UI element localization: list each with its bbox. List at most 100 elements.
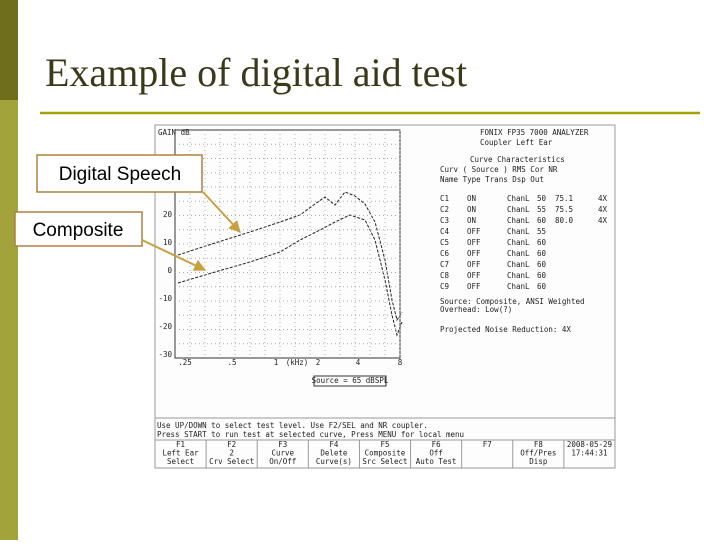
curve-cell: 55	[537, 205, 546, 214]
curve-cell: 50	[537, 194, 547, 203]
analyzer-screen: GAIN dB 20 10 0 -10 -20 -30 .25 .5 1 (kHz) 2 4 8 Sourc…	[154, 124, 616, 469]
x-tick-label: .25	[178, 358, 192, 367]
callout-arrow	[141, 239, 207, 271]
function-key-label: Left Ear	[162, 449, 199, 458]
function-key-label: F4	[329, 440, 339, 449]
slide-title: Example of digital aid test	[45, 50, 467, 95]
function-key-label: Disp	[529, 457, 548, 466]
function-key-label: 2	[229, 449, 234, 458]
y-tick-label: 10	[163, 238, 173, 247]
column-header: Curv ( Source ) RMS Cor NR	[440, 165, 558, 174]
y-tick-label: -20	[158, 322, 172, 331]
instruction: Use UP/DOWN to select test level. Use F2…	[157, 421, 428, 430]
instruction: Press START to run test at selected curv…	[157, 430, 464, 439]
note: Source: Composite, ANSI Weighted	[440, 297, 585, 306]
source-note: Source = 65 dBSPL	[312, 376, 389, 385]
curve-cell: ON	[467, 216, 476, 225]
curve-cell: ON	[467, 194, 476, 203]
function-key-label: F1	[176, 440, 185, 449]
x-tick-label: 1	[274, 358, 279, 367]
function-key-label: 2008-05-29	[567, 440, 612, 449]
curve-cell: ON	[467, 205, 476, 214]
curve-lower	[177, 214, 403, 337]
curve-cell: 60	[537, 238, 547, 247]
side-bar	[0, 0, 18, 540]
curve-cell: C2	[440, 205, 449, 214]
curve-cell: C5	[440, 238, 449, 247]
side-bar-top	[0, 0, 18, 100]
curve-cell: C6	[440, 249, 450, 258]
curve-cell: OFF	[467, 282, 481, 291]
function-key-label: Crv Select	[209, 457, 254, 466]
header-line: FONIX FP35 7000 ANALYZER	[480, 128, 589, 137]
x-tick-label: 8	[398, 358, 403, 367]
curve-cell: OFF	[467, 227, 481, 236]
curve-cell: C4	[440, 227, 450, 236]
curve-cell: 4X	[598, 205, 608, 214]
x-tick-label: 2	[316, 358, 321, 367]
callout-box	[14, 211, 143, 247]
y-tick-label: -30	[158, 350, 172, 359]
curve-cell: 55	[537, 227, 546, 236]
x-tick-label: .5	[227, 358, 236, 367]
curve-cell: ChanL	[507, 249, 530, 258]
curve-cell: ChanL	[507, 260, 530, 269]
function-key-label: Off/Pres	[520, 449, 556, 458]
function-key-label: Composite	[365, 449, 406, 458]
source-box	[313, 375, 387, 387]
panel-title: Curve Characteristics	[470, 155, 565, 164]
curve-cell: C7	[440, 260, 449, 269]
function-key-label: F5	[380, 440, 389, 449]
note: Overhead: Low(?)	[440, 305, 512, 314]
header-line: Coupler Left Ear	[480, 138, 553, 147]
curve-cell: OFF	[467, 249, 481, 258]
curve-cell: 60	[537, 249, 547, 258]
function-key-label: On/Off	[269, 457, 296, 466]
curve-cell: 4X	[598, 194, 608, 203]
callout-box	[36, 154, 203, 193]
curve-cell: 60	[537, 260, 547, 269]
curve-cell: C9	[440, 282, 449, 291]
function-key-label: F6	[432, 440, 442, 449]
function-key-label: Select	[167, 457, 194, 466]
curve-cell: OFF	[467, 238, 481, 247]
curve-cell: 80.0	[555, 216, 574, 225]
function-key-label: F3	[278, 440, 287, 449]
y-tick-label: 20	[163, 210, 173, 219]
y-tick-label: -10	[158, 294, 172, 303]
x-tick-label: 4	[356, 358, 361, 367]
curve-cell: ChanL	[507, 227, 530, 236]
curve-cell: ChanL	[507, 282, 530, 291]
curve-cell: 75.5	[555, 205, 573, 214]
curve-cell: C1	[440, 194, 449, 203]
curve-cell: ChanL	[507, 216, 530, 225]
callout-arrow	[202, 191, 241, 233]
column-header: Name Type Trans Dsp Out	[440, 175, 544, 184]
curve-cell: ChanL	[507, 271, 530, 280]
y-axis-label: GAIN dB	[158, 128, 190, 137]
curve-cell: C8	[440, 271, 450, 280]
function-key-label: F8	[534, 440, 544, 449]
curve-cell: 75.1	[555, 194, 573, 203]
curve-cell: OFF	[467, 260, 481, 269]
function-key-label: Curve	[271, 449, 294, 458]
curve-cell: C3	[440, 216, 449, 225]
function-key-label: F2	[227, 440, 236, 449]
function-key-label: Delete	[320, 449, 348, 458]
function-key-label: Src Select	[362, 457, 407, 466]
curve-cell: 60	[537, 271, 547, 280]
function-key-label: 17:44:31	[571, 449, 607, 458]
note: Projected Noise Reduction: 4X	[440, 325, 571, 334]
curve-cell: 4X	[598, 216, 608, 225]
function-key-label: Off	[429, 449, 443, 458]
curve-cell: ChanL	[507, 194, 530, 203]
curve-cell: 60	[537, 216, 547, 225]
y-tick-label: 0	[167, 266, 172, 275]
callout-label: Composite	[33, 220, 124, 241]
function-key-label: Curve(s)	[316, 457, 352, 466]
curve-cell: OFF	[467, 271, 481, 280]
curve-cell: 60	[537, 282, 547, 291]
function-key-label: Auto Test	[416, 457, 457, 466]
curve-cell: ChanL	[507, 238, 530, 247]
